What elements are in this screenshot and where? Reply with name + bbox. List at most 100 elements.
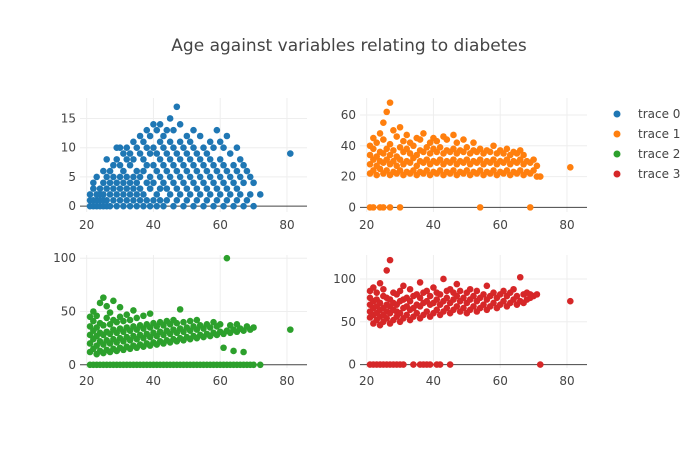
data-point — [163, 197, 171, 204]
data-point — [116, 197, 124, 204]
series-0 — [86, 103, 294, 210]
data-point — [500, 150, 507, 157]
data-point — [236, 173, 244, 181]
data-point — [410, 167, 417, 174]
data-point — [196, 191, 204, 198]
data-point — [120, 167, 127, 175]
x-tick-label: 80 — [279, 374, 294, 388]
data-point — [220, 202, 227, 210]
data-point — [516, 147, 524, 154]
data-point — [430, 284, 437, 291]
y-tick-label: 0 — [348, 358, 356, 372]
data-point — [180, 179, 187, 187]
data-point — [246, 191, 254, 198]
data-point — [166, 191, 174, 198]
data-point — [166, 138, 174, 146]
data-point — [413, 309, 421, 317]
data-point — [223, 185, 231, 192]
data-point — [373, 171, 380, 179]
data-point — [150, 179, 157, 187]
data-point — [90, 179, 97, 187]
data-point — [110, 161, 117, 169]
data-point — [416, 136, 424, 143]
data-point — [116, 185, 124, 192]
data-point — [403, 131, 411, 139]
data-point — [460, 148, 467, 156]
legend-item[interactable]: trace 0 — [613, 107, 681, 121]
data-point — [133, 202, 141, 210]
y-tick-label: 40 — [341, 139, 356, 153]
data-point — [426, 292, 434, 300]
data-point — [476, 204, 484, 211]
data-point — [226, 173, 234, 181]
data-point — [146, 202, 154, 210]
data-point — [223, 197, 231, 204]
data-point — [133, 167, 141, 175]
y-tick-label: 50 — [61, 305, 76, 319]
data-point — [390, 157, 397, 165]
data-point — [393, 162, 401, 170]
data-point — [140, 202, 147, 210]
legend-item[interactable]: trace 1 — [613, 127, 681, 141]
legend-item[interactable]: trace 3 — [613, 167, 681, 181]
data-point — [143, 126, 151, 134]
data-point — [516, 273, 524, 281]
data-point — [120, 317, 127, 325]
data-point — [170, 161, 177, 169]
data-point — [156, 138, 164, 146]
data-point — [376, 130, 384, 137]
data-point — [210, 144, 217, 151]
data-point — [123, 173, 131, 181]
data-point — [176, 138, 184, 146]
data-point — [443, 294, 451, 302]
data-point — [483, 282, 491, 290]
data-point — [190, 144, 197, 151]
data-point — [183, 150, 191, 157]
data-point — [220, 344, 227, 352]
data-point — [246, 173, 254, 181]
data-point — [193, 150, 201, 157]
data-point — [416, 294, 424, 302]
data-point — [150, 144, 157, 151]
data-point — [116, 161, 124, 169]
data-point — [116, 303, 124, 311]
data-point — [406, 285, 414, 293]
data-point — [100, 191, 107, 198]
data-point — [123, 144, 131, 151]
data-point — [453, 280, 461, 288]
data-point — [436, 361, 444, 368]
data-point — [136, 173, 144, 181]
data-point — [443, 136, 451, 143]
x-tick-label: 80 — [279, 218, 294, 232]
data-point — [396, 143, 404, 151]
series-3 — [366, 256, 574, 368]
x-tick-label: 20 — [79, 374, 94, 388]
subplot-2: 20 40 60 80 0 50 100 — [53, 251, 307, 388]
data-point — [370, 134, 377, 142]
data-point — [450, 131, 457, 139]
data-point — [106, 202, 114, 210]
data-point — [386, 140, 394, 148]
data-point — [250, 324, 257, 331]
data-point — [476, 145, 484, 153]
y-tick-label: 5 — [68, 170, 76, 184]
data-point — [536, 173, 544, 180]
data-point — [453, 139, 461, 146]
data-point — [190, 202, 197, 210]
data-point — [413, 162, 421, 170]
legend-item[interactable]: trace 2 — [613, 147, 681, 161]
data-point — [176, 156, 184, 163]
data-point — [460, 304, 467, 312]
data-point — [256, 191, 264, 198]
data-point — [373, 153, 380, 160]
data-point — [416, 279, 424, 286]
data-point — [120, 179, 127, 187]
data-point — [220, 144, 227, 151]
data-point — [113, 202, 121, 210]
data-point — [503, 145, 511, 153]
data-point — [230, 202, 237, 210]
x-tick-label: 60 — [493, 374, 508, 388]
data-point — [106, 309, 114, 316]
legend-marker — [613, 150, 621, 158]
